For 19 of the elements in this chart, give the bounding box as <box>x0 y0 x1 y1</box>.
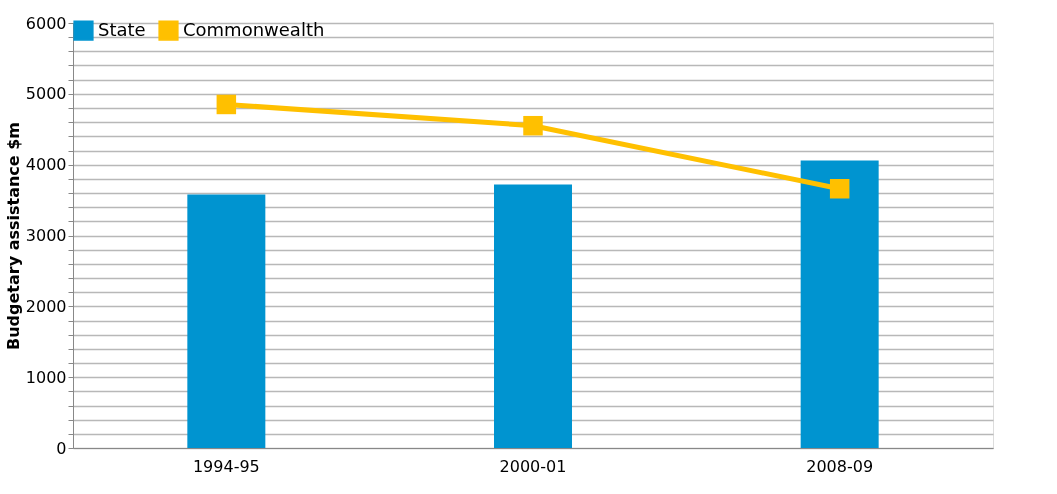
bar <box>800 160 879 448</box>
x-tick-label: 2000-01 <box>499 456 567 476</box>
y-tick-label: 4000 <box>25 155 67 175</box>
y-tick-label: 3000 <box>25 226 67 245</box>
bar <box>494 184 572 448</box>
bar <box>187 194 266 448</box>
y-tick-label: 2000 <box>25 296 67 316</box>
x-tick-label: 2008-09 <box>806 456 874 476</box>
y-tick-label: 6000 <box>25 13 67 33</box>
x-tick-label: 1994-95 <box>192 456 260 476</box>
legend-label: Commonwealth <box>183 18 325 40</box>
y-tick-label: 5000 <box>25 84 67 104</box>
point <box>216 94 237 115</box>
point <box>829 179 850 199</box>
y-axis-title: Budgetary assistance $m <box>3 121 23 351</box>
point <box>523 115 543 136</box>
legend-label: State <box>98 18 146 40</box>
y-tick-label: 1000 <box>25 367 67 387</box>
y-tick-label: 0 <box>56 438 67 458</box>
